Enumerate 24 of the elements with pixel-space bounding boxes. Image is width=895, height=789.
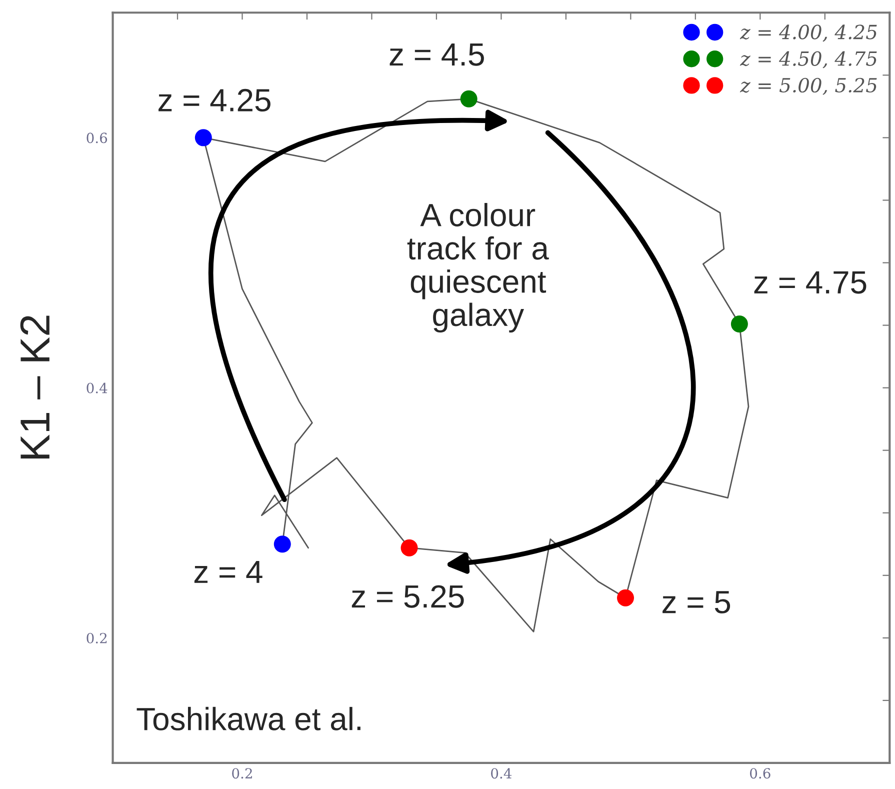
annotation: z = 5 bbox=[662, 591, 730, 614]
point bbox=[460, 90, 478, 108]
y-tick-label: 0.6 bbox=[86, 132, 108, 144]
annotation: z = 4.75 bbox=[754, 271, 866, 294]
annotation: z = 4 bbox=[194, 560, 262, 583]
annotation: z = 4.5 bbox=[390, 44, 484, 66]
annotation: z = 5.25 bbox=[352, 585, 464, 608]
annotation: Toshikawa et al. bbox=[136, 706, 360, 730]
y-tick-label: 0.2 bbox=[86, 632, 107, 644]
point bbox=[194, 129, 212, 146]
point bbox=[730, 316, 748, 333]
legend-label: z = 5.00, 5.25 bbox=[740, 78, 877, 95]
legend-label: z = 4.00, 4.25 bbox=[740, 24, 877, 42]
point bbox=[400, 539, 418, 556]
annotation: z = 4.25 bbox=[158, 88, 270, 112]
x-tick-label: 0.6 bbox=[750, 768, 770, 779]
point bbox=[616, 589, 634, 606]
x-tick-label: 0.4 bbox=[491, 768, 512, 779]
point bbox=[274, 536, 291, 553]
y-tick-label: 0.4 bbox=[86, 382, 108, 394]
annotation: A colour track for a quiescent galaxy bbox=[407, 202, 549, 333]
x-tick-label: 0.2 bbox=[232, 768, 252, 779]
y-axis-title: K1 – K2 bbox=[20, 316, 50, 458]
legend-label: z = 4.50, 4.75 bbox=[740, 51, 877, 68]
